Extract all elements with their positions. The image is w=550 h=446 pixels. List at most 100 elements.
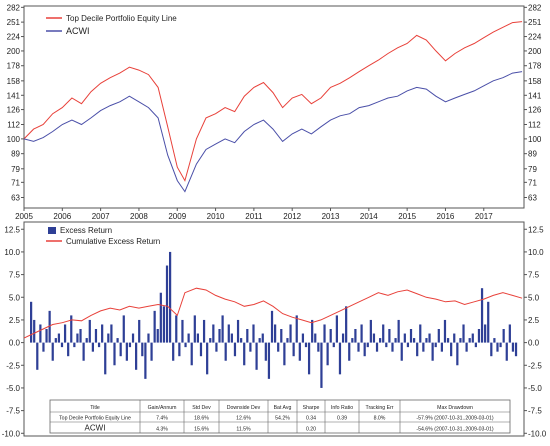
excess-return-bar xyxy=(246,329,249,343)
y-tick-label-left: -5.0 xyxy=(6,384,20,393)
excess-return-bar xyxy=(202,319,206,343)
excess-return-bar xyxy=(329,329,332,343)
table-cell: 0.20 xyxy=(306,427,316,433)
excess-return-bar xyxy=(67,342,70,357)
excess-return-bar xyxy=(30,301,33,343)
excess-return-bar xyxy=(453,333,456,343)
excess-return-bar xyxy=(267,342,271,379)
excess-return-bar xyxy=(159,292,162,343)
excess-return-bar xyxy=(298,342,301,361)
y-tick-label-right: 71 xyxy=(528,178,537,187)
series-line-acwi xyxy=(23,71,523,193)
excess-return-bar xyxy=(450,342,453,357)
excess-return-bar xyxy=(73,342,76,348)
excess-return-bar xyxy=(406,342,410,348)
excess-return-bar xyxy=(320,342,323,388)
excess-return-bar xyxy=(484,324,487,343)
excess-return-bar xyxy=(409,329,413,343)
x-tick-label: 2013 xyxy=(322,212,340,221)
excess-return-bar xyxy=(307,342,311,375)
y-tick-label-left: 71 xyxy=(11,178,20,187)
excess-return-bar xyxy=(487,301,490,343)
y-tick-label-left: 251 xyxy=(7,18,21,27)
excess-return-bar xyxy=(221,315,224,343)
excess-return-bar xyxy=(283,342,286,366)
excess-return-bar xyxy=(215,342,218,352)
excess-return-bar xyxy=(490,342,493,357)
excess-return-bar xyxy=(514,342,518,357)
excess-return-bar xyxy=(184,342,187,348)
excess-return-bar xyxy=(360,324,363,343)
excess-return-bar xyxy=(280,329,283,343)
excess-return-bar xyxy=(258,338,261,343)
y-tick-label-left: 282 xyxy=(7,3,21,12)
excess-return-bar xyxy=(366,342,369,348)
y-tick-label-left: 0.0 xyxy=(9,339,21,348)
table-cell: 8.0% xyxy=(374,416,386,422)
table-header-cell: Std Dev xyxy=(192,405,211,411)
excess-return-bar xyxy=(419,324,422,343)
excess-return-bar xyxy=(332,342,335,348)
excess-return-bar xyxy=(33,319,36,343)
table-cell: 54.2% xyxy=(275,416,290,422)
excess-return-bar xyxy=(375,342,379,352)
excess-return-bar xyxy=(249,342,252,352)
excess-return-bar xyxy=(45,329,48,343)
excess-return-bar xyxy=(113,342,116,366)
y-tick-label-left: 100 xyxy=(7,135,21,144)
excess-return-bar xyxy=(91,342,94,352)
excess-return-bar xyxy=(499,342,502,348)
table-cell: 15.6% xyxy=(194,427,209,433)
excess-return-bar xyxy=(193,315,196,343)
y-tick-label-left: 2.5 xyxy=(9,316,21,325)
excess-return-bar xyxy=(233,342,237,357)
excess-return-bar xyxy=(326,342,329,366)
excess-return-bar xyxy=(209,338,212,343)
excess-return-bar xyxy=(397,319,400,343)
stats-table xyxy=(49,399,511,434)
legend-label: Excess Return xyxy=(60,226,112,235)
excess-return-bar xyxy=(135,342,138,370)
excess-return-bar xyxy=(181,319,184,343)
excess-return-bar xyxy=(295,315,298,343)
y-tick-label-right: 7.5 xyxy=(528,271,540,280)
y-tick-label-right: -7.5 xyxy=(528,407,542,416)
table-cell: 11.5% xyxy=(236,427,251,433)
excess-return-bar xyxy=(79,329,82,343)
excess-return-bar xyxy=(196,333,199,343)
excess-return-bar xyxy=(511,342,515,352)
excess-return-bar xyxy=(462,324,465,343)
x-tick-label: 2008 xyxy=(130,212,148,221)
excess-return-bar xyxy=(286,338,289,343)
excess-return-bar xyxy=(446,338,450,343)
excess-return-bar xyxy=(144,342,147,379)
table-cell: -54.6% (2007-10-31..2009-03-01) xyxy=(416,427,494,433)
table-header-cell: Max Drawdown xyxy=(437,405,473,411)
excess-return-bar xyxy=(323,324,326,343)
excess-return-bar xyxy=(505,342,508,361)
excess-return-bar xyxy=(168,251,172,343)
excess-return-bar xyxy=(425,338,428,343)
y-tick-label-right: 251 xyxy=(528,18,542,27)
excess-return-bar xyxy=(428,333,431,343)
x-tick-label: 2007 xyxy=(92,212,110,221)
table-header-cell: Tracking Err xyxy=(365,405,393,411)
excess-return-bar xyxy=(335,315,338,343)
excess-return-bar xyxy=(440,342,443,352)
y-tick-label-left: -10.0 xyxy=(2,429,21,438)
excess-return-bar xyxy=(153,310,156,343)
excess-return-bar xyxy=(357,342,360,352)
table-cell: 18.6% xyxy=(194,416,209,422)
excess-return-bar xyxy=(261,333,264,343)
legend-label: Cumulative Excess Return xyxy=(66,237,160,246)
excess-return-bar xyxy=(345,306,348,343)
excess-return-bar xyxy=(131,333,135,343)
series-line-top-decile xyxy=(23,21,523,182)
y-tick-label-right: 12.5 xyxy=(528,225,544,234)
excess-return-bar xyxy=(94,329,98,343)
excess-return-bar xyxy=(206,342,209,375)
table-cell: 4.3% xyxy=(156,427,168,433)
excess-return-bar xyxy=(110,324,113,343)
excess-return-bar xyxy=(416,342,419,357)
